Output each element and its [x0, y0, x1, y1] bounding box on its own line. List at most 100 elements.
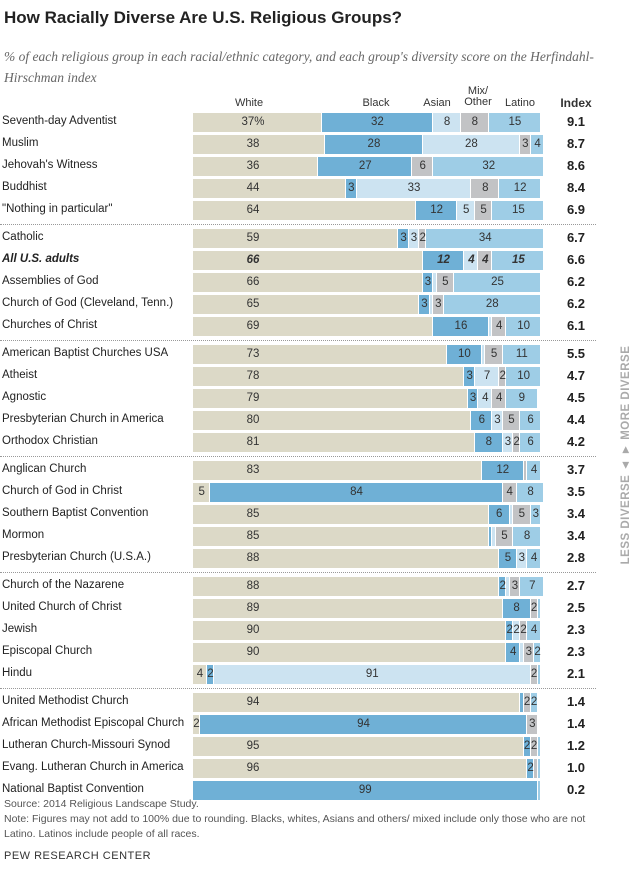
data-label-black: 3	[466, 370, 473, 382]
bar-segment-latino	[492, 251, 545, 270]
row-label: Church of the Nazarene	[2, 579, 125, 591]
data-label-black: 5	[504, 552, 512, 564]
data-label-white: 66	[246, 276, 260, 288]
data-label-white: 85	[246, 508, 260, 520]
data-label-asian: 3	[410, 232, 418, 244]
bar-segment-white	[193, 433, 475, 452]
bar-segment-asian	[502, 433, 514, 452]
bar-segment-asian	[478, 389, 493, 408]
row-label: All U.S. adults	[2, 253, 80, 265]
row-label: Muslim	[2, 137, 39, 149]
row-label: Agnostic	[2, 391, 47, 403]
bar-segment-black	[422, 273, 434, 292]
row-label: Churches of Christ	[2, 319, 98, 331]
row-label: Episcopal Church	[2, 645, 93, 657]
column-header-white: White	[234, 97, 264, 109]
data-label-white: 94	[246, 696, 260, 708]
bar-segment-asian	[506, 577, 510, 596]
stacked-bar: 5 84 4 8	[193, 483, 545, 502]
data-label-black: 6	[478, 414, 486, 426]
bar-segment-white	[193, 345, 448, 364]
bar-segment-latino	[537, 759, 541, 778]
data-label-white: 44	[246, 182, 260, 194]
data-label-asian: 8	[443, 116, 451, 128]
bar-segment-white	[193, 367, 465, 386]
row-label: United Church of Christ	[2, 601, 122, 613]
data-label-latino: 15	[508, 116, 522, 128]
stacked-bar: 95 2 2	[193, 737, 541, 756]
diversity-index-value: 4.7	[566, 368, 586, 383]
section-divider	[0, 572, 596, 573]
bar-segment-white	[193, 577, 500, 596]
bar-segment-latino	[433, 157, 545, 176]
bar-segment-mix-other	[502, 483, 517, 502]
bar-segment-latino	[516, 483, 545, 502]
stacked-bar: 73 10 5 11	[193, 345, 541, 364]
bar-segment-latino	[527, 549, 541, 568]
row-label: Orthodox Christian	[2, 435, 98, 447]
data-label-mix-other: 3	[435, 298, 442, 310]
data-label-black: 3	[424, 276, 432, 288]
bar-segment-white	[193, 201, 416, 220]
bar-segment-latino	[520, 433, 541, 452]
diversity-index-value: 2.3	[566, 622, 586, 637]
bar-segment-mix-other	[478, 251, 493, 270]
footnote: Note: Figures may not add to 100% due to…	[4, 813, 586, 840]
bar-segment-asian	[513, 621, 521, 640]
bar-segment-mix-other	[513, 505, 531, 524]
column-header-mix-other: Mix/ Other	[464, 85, 492, 108]
data-label-white: 4	[196, 668, 204, 680]
data-label-black: 2	[527, 762, 534, 774]
bar-segment-latino	[488, 113, 541, 132]
diversity-index-value: 6.1	[566, 318, 586, 333]
stacked-bar: 89 8 2	[193, 599, 541, 618]
row-label: Catholic	[2, 231, 44, 243]
data-label-white: 80	[246, 414, 260, 426]
bar-segment-mix-other	[523, 461, 528, 480]
bar-segment-black	[419, 295, 430, 314]
bar-segment-white	[193, 527, 489, 546]
data-label-mix-other: 3	[511, 580, 519, 592]
data-label-mix-other: 2	[530, 602, 538, 614]
bar-segment-black	[398, 229, 409, 248]
stacked-bar: 94 2 2	[193, 693, 541, 712]
stacked-bar: 36 27 6 32	[193, 157, 545, 176]
bar-segment-latino	[499, 179, 541, 198]
data-label-white: 81	[246, 436, 260, 448]
data-label-latino: 10	[517, 320, 530, 332]
data-label-mix-other: 6	[419, 160, 426, 172]
bar-segment-mix-other	[530, 737, 538, 756]
stacked-bar: 80 6 3 5 6	[193, 411, 541, 430]
bar-segment-mix-other	[474, 201, 493, 220]
data-label-black: 12	[430, 204, 443, 216]
data-label-white: 37%	[241, 116, 265, 128]
data-label-white: 88	[246, 552, 260, 564]
bar-segment-mix-other	[513, 433, 521, 452]
data-label-black: 8	[485, 436, 492, 448]
bar-segment-latino	[506, 367, 541, 386]
bar-segment-black	[415, 201, 458, 220]
bar-segment-black	[346, 179, 357, 198]
stacked-bar: 78 3 7 2 10	[193, 367, 541, 386]
data-label-latino: 2	[530, 696, 538, 708]
data-label-latino: 32	[482, 160, 496, 172]
row-label: Presbyterian Church (U.S.A.)	[2, 551, 151, 563]
section-divider	[0, 688, 596, 689]
row-label: Lutheran Church-Missouri Synod	[2, 739, 171, 751]
bar-segment-black	[467, 389, 479, 408]
data-label-asian: 28	[464, 138, 478, 150]
bar-segment-black	[481, 461, 524, 480]
stacked-bar: 79 3 4 4 9	[193, 389, 541, 408]
bar-segment-mix-other	[485, 345, 503, 364]
stacked-bar: 44 3 33 8 12	[193, 179, 541, 198]
stacked-bar: 90 4 3 2	[193, 643, 541, 662]
stacked-bar: 4 2 91 2	[193, 665, 541, 684]
data-label-latino: 15	[511, 254, 525, 266]
data-label-white: 66	[246, 254, 260, 266]
data-label-latino: 8	[523, 530, 531, 542]
row-label: Buddhist	[2, 181, 47, 193]
bar-segment-white	[193, 665, 207, 684]
stacked-bar: 64 12 5 5 15	[193, 201, 545, 220]
data-label-latino: 12	[513, 182, 527, 194]
bar-segment-latino	[520, 577, 545, 596]
